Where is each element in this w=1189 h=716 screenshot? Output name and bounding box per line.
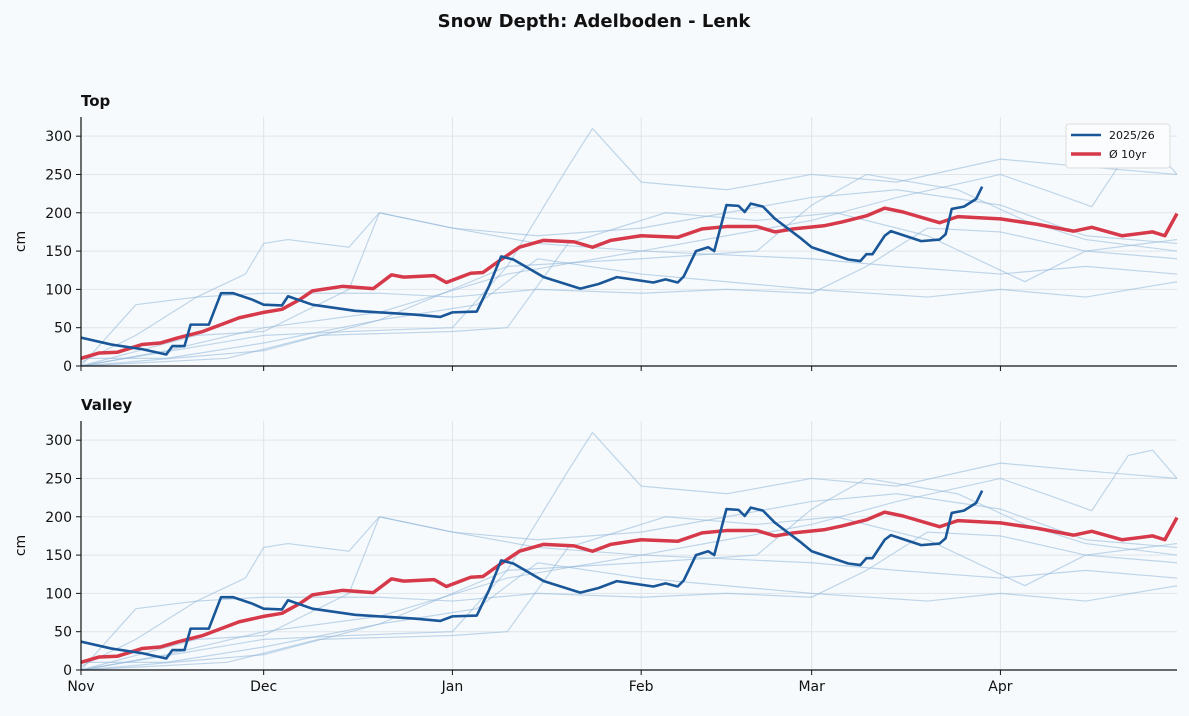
x-tick-label: Mar <box>798 679 825 695</box>
panel-title: Valley <box>81 396 132 414</box>
current-season-line <box>80 186 984 356</box>
y-tick-label: 0 <box>63 359 72 375</box>
y-tick-label: 300 <box>45 433 72 449</box>
chart-title: Snow Depth: Adelboden - Lenk <box>438 11 752 32</box>
y-tick-label: 250 <box>45 167 72 183</box>
legend: 2025/26 Ø 10yr <box>1065 123 1171 169</box>
past-season-line <box>80 127 1178 367</box>
legend-label-current: 2025/26 <box>1109 129 1155 142</box>
x-tick-label: Jan <box>441 679 464 695</box>
x-tick-label: Apr <box>988 679 1012 695</box>
past-season-line <box>81 258 1178 359</box>
past-season-line <box>80 212 1178 367</box>
y-tick-label: 200 <box>45 206 72 222</box>
y-tick-label: 0 <box>63 663 72 679</box>
y-tick-label: 100 <box>45 586 72 602</box>
past-season-line <box>80 431 1178 671</box>
x-tick-label: Feb <box>629 679 654 695</box>
past-season-line <box>80 449 1178 671</box>
average-line <box>80 206 1179 361</box>
x-tick-label: Nov <box>67 679 94 695</box>
current-season-line <box>80 490 984 660</box>
panel-title: Top <box>81 92 111 110</box>
past-season-line <box>80 477 1178 671</box>
legend-label-average: Ø 10yr <box>1109 148 1147 161</box>
y-tick-label: 150 <box>45 244 72 260</box>
past-season-line <box>80 189 1178 367</box>
average-line <box>80 510 1179 665</box>
y-tick-label: 200 <box>45 510 72 526</box>
y-tick-label: 50 <box>54 321 72 337</box>
y-tick-label: 100 <box>45 282 72 298</box>
past-season-line <box>80 145 1178 367</box>
past-season-line <box>81 562 1178 663</box>
x-tick-label: Dec <box>250 679 277 695</box>
y-tick-label: 50 <box>54 625 72 641</box>
y-axis-label: cm <box>13 535 29 556</box>
y-tick-label: 150 <box>45 548 72 564</box>
panel-top: 0 50 100 150 200 250 300 Top cm 2025/26 Ø 10yr <box>13 92 1179 375</box>
past-season-line <box>80 493 1178 671</box>
y-tick-label: 300 <box>45 129 72 145</box>
y-axis-label: cm <box>13 231 29 252</box>
past-season-line <box>80 516 1178 671</box>
y-tick-label: 250 <box>45 471 72 487</box>
past-season-line <box>80 173 1178 367</box>
panel-valley: 0 50 100 150 200 250 300 Nov Dec Jan Feb Mar Apr Vall… <box>13 396 1179 695</box>
